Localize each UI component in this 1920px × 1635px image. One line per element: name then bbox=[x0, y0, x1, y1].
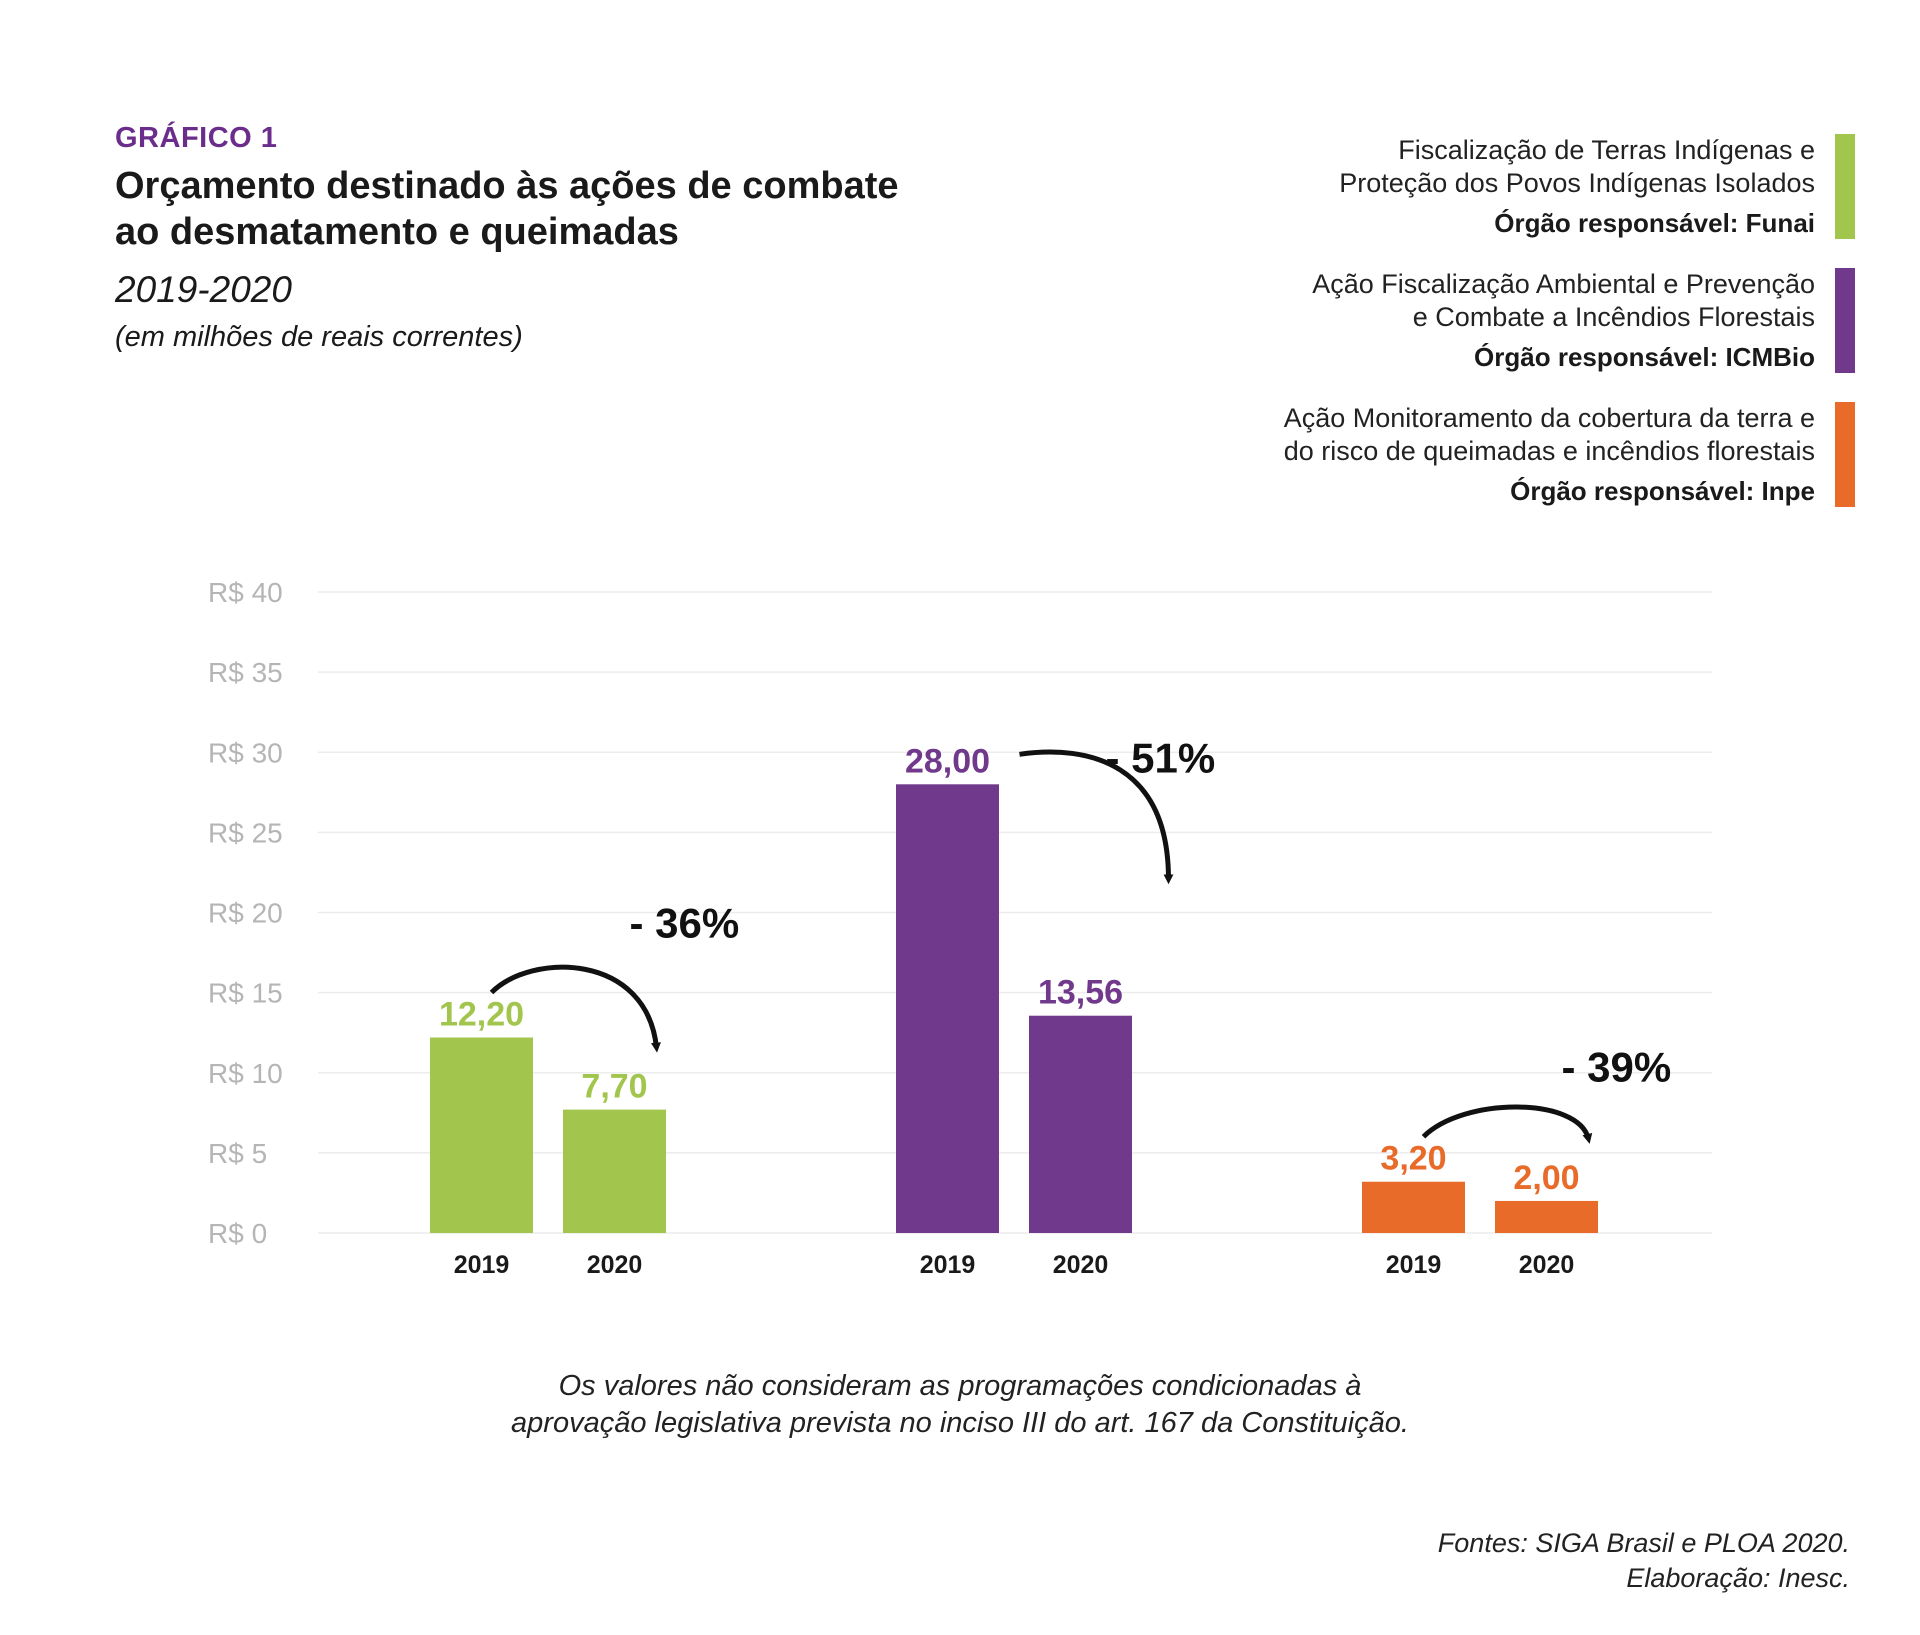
bar-value-label: 13,56 bbox=[1038, 974, 1123, 1012]
bars bbox=[430, 784, 1598, 1233]
legend-swatch bbox=[1835, 268, 1855, 373]
bar bbox=[1029, 1015, 1132, 1233]
y-axis-ticks: R$ 0 R$ 5 R$ 10 R$ 15 R$ 20 R$ 25 R$ 30 R$ 35 R$… bbox=[208, 577, 283, 1249]
y-tick-label: R$ 15 bbox=[208, 978, 283, 1009]
change-percent-label: - 36% bbox=[630, 899, 740, 946]
x-category-label: 2020 bbox=[1519, 1251, 1575, 1279]
legend-text: Ação Monitoramento da cobertura da terra… bbox=[1283, 403, 1815, 466]
chart-header: GRÁFICO 1 Orçamento destinado às ações d… bbox=[115, 122, 1015, 354]
bar bbox=[1362, 1181, 1465, 1233]
x-category-label: 2020 bbox=[1053, 1251, 1109, 1279]
legend-item-icmbio: Ação Fiscalização Ambiental e Prevenção … bbox=[1075, 268, 1855, 373]
legend-item-funai: Fiscalização de Terras Indígenas e Prote… bbox=[1075, 134, 1855, 239]
y-tick-label: R$ 25 bbox=[208, 817, 283, 848]
bar bbox=[1495, 1200, 1598, 1233]
x-category-label: 2019 bbox=[1386, 1251, 1442, 1279]
change-arrow bbox=[1421, 1104, 1593, 1144]
y-tick-label: R$ 5 bbox=[208, 1138, 267, 1169]
change-percent-label: - 39% bbox=[1562, 1044, 1672, 1091]
chart-title: Orçamento destinado às ações de combate … bbox=[115, 165, 899, 253]
bar-value-label: 28,00 bbox=[905, 742, 990, 780]
change-percent-label: - 51% bbox=[1106, 734, 1216, 781]
bar bbox=[430, 1037, 533, 1233]
y-tick-label: R$ 30 bbox=[208, 737, 283, 768]
bar-value-label: 2,00 bbox=[1513, 1159, 1579, 1197]
x-axis-labels: 2019 2020 2019 2020 2019 2020 bbox=[454, 1251, 1575, 1279]
legend-org: Órgão responsável: Funai bbox=[1494, 208, 1815, 238]
change-arrow bbox=[1019, 749, 1174, 885]
bar-value-label: 7,70 bbox=[581, 1068, 647, 1106]
legend-swatch bbox=[1835, 402, 1855, 507]
bar bbox=[896, 784, 999, 1233]
y-tick-label: R$ 40 bbox=[208, 577, 283, 608]
change-arrow bbox=[489, 964, 661, 1053]
legend-swatch bbox=[1835, 134, 1855, 239]
legend-org: Órgão responsável: Inpe bbox=[1510, 476, 1815, 506]
bar-value-label: 12,20 bbox=[439, 995, 524, 1033]
footnote: Os valores não consideram as programaçõe… bbox=[511, 1370, 1409, 1439]
legend-text: Fiscalização de Terras Indígenas e Prote… bbox=[1339, 135, 1815, 198]
y-tick-label: R$ 35 bbox=[208, 657, 283, 688]
y-tick-label: R$ 10 bbox=[208, 1058, 283, 1089]
x-category-label: 2019 bbox=[454, 1251, 510, 1279]
bar bbox=[563, 1109, 666, 1233]
y-tick-label: R$ 0 bbox=[208, 1218, 267, 1249]
legend-org: Órgão responsável: ICMBio bbox=[1474, 342, 1815, 372]
chart-period: 2019-2020 bbox=[115, 269, 292, 310]
chart-unit: (em milhões de reais correntes) bbox=[115, 321, 523, 353]
y-tick-label: R$ 20 bbox=[208, 898, 283, 929]
sources: Fontes: SIGA Brasil e PLOA 2020. Elabora… bbox=[1437, 1528, 1850, 1593]
chart-kicker: GRÁFICO 1 bbox=[115, 122, 278, 154]
bar-labels: 12,20 7,70 28,00 13,56 3,20 2,00 bbox=[439, 742, 1580, 1197]
legend-text: Ação Fiscalização Ambiental e Prevenção … bbox=[1312, 269, 1815, 332]
change-annotations: - 36% - 51% - 39% bbox=[489, 734, 1672, 1144]
x-category-label: 2019 bbox=[920, 1251, 976, 1279]
legend: Fiscalização de Terras Indígenas e Prote… bbox=[1075, 134, 1855, 507]
bar-value-label: 3,20 bbox=[1380, 1140, 1446, 1178]
grid-lines bbox=[318, 591, 1712, 1234]
x-category-label: 2020 bbox=[587, 1251, 643, 1279]
legend-item-inpe: Ação Monitoramento da cobertura da terra… bbox=[1075, 402, 1855, 507]
